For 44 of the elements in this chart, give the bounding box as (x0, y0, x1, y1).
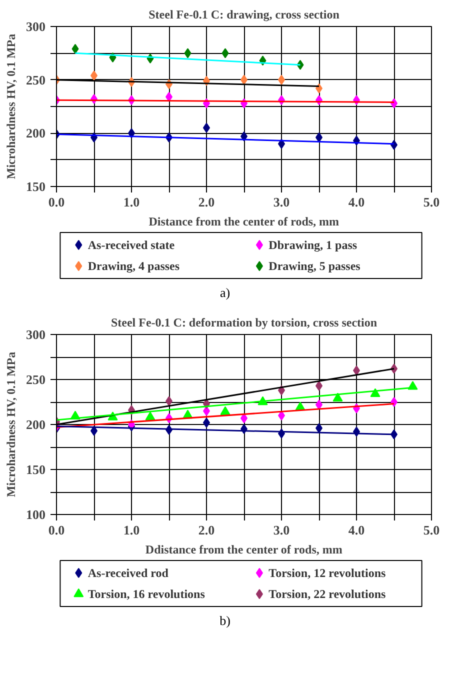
legend-label: Torsion, 16 revolutions (88, 586, 206, 601)
x-tick-label: 3.0 (273, 194, 290, 210)
y-tick-label: 150 (26, 179, 46, 194)
y-axis-title: Microhardness HV, 0.1 MPa (4, 34, 18, 180)
y-tick-label: 250 (26, 372, 46, 387)
text: b) (220, 612, 230, 630)
x-tick-label: 0.0 (48, 522, 65, 538)
x-tick-label: 5.0 (423, 522, 440, 538)
x-tick-label: 4.0 (348, 522, 365, 538)
legend-label: As-received rod (88, 566, 169, 580)
legend-label: Drawing, 4 passes (88, 259, 180, 274)
point (222, 48, 229, 58)
legend-label: Dbrawing, 1 pass (268, 238, 358, 252)
text: a) (220, 284, 230, 302)
x-tick-label: 1.0 (123, 522, 140, 538)
legend-label: As-received state (88, 238, 176, 252)
legend-label: Torsion, 22 revolutions (268, 586, 386, 601)
point (408, 380, 418, 390)
x-tick-label: 5.0 (423, 194, 440, 210)
point (145, 411, 156, 420)
x-tick-label: 1.0 (123, 194, 140, 210)
point (332, 392, 343, 402)
x-tick-label: 2.0 (198, 194, 215, 210)
y-tick-label: 100 (26, 506, 46, 522)
x-axis-title: Ddistance from the center of rods, mm (145, 542, 342, 556)
x-tick-label: 2.0 (198, 522, 215, 538)
y-tick-label: 300 (26, 326, 46, 342)
point (220, 406, 230, 415)
y-axis-title: Microhardness HV, 0.1 MPa (4, 351, 18, 497)
y-tick-label: 200 (26, 126, 46, 141)
legend-label: Torsion, 12 revolutions (268, 566, 386, 580)
chart-title: Steel Fe-0.1 C: deformation by torsion, cross section (110, 315, 378, 330)
point (72, 44, 79, 54)
x-tick-label: 4.0 (348, 194, 365, 210)
point (184, 48, 192, 58)
x-tick-label: 0.0 (48, 194, 65, 210)
legend-label: Drawing, 5 passes (268, 259, 361, 274)
y-tick-label: 150 (26, 462, 46, 477)
y-tick-label: 300 (26, 19, 46, 34)
chart-title: Steel Fe-0.1 C: drawing, cross section (148, 8, 340, 22)
y-tick-label: 200 (26, 416, 46, 432)
x-axis-title: Distance from the center of rods, mm (148, 214, 340, 228)
x-tick-label: 3.0 (273, 522, 290, 538)
y-tick-label: 250 (26, 72, 46, 88)
